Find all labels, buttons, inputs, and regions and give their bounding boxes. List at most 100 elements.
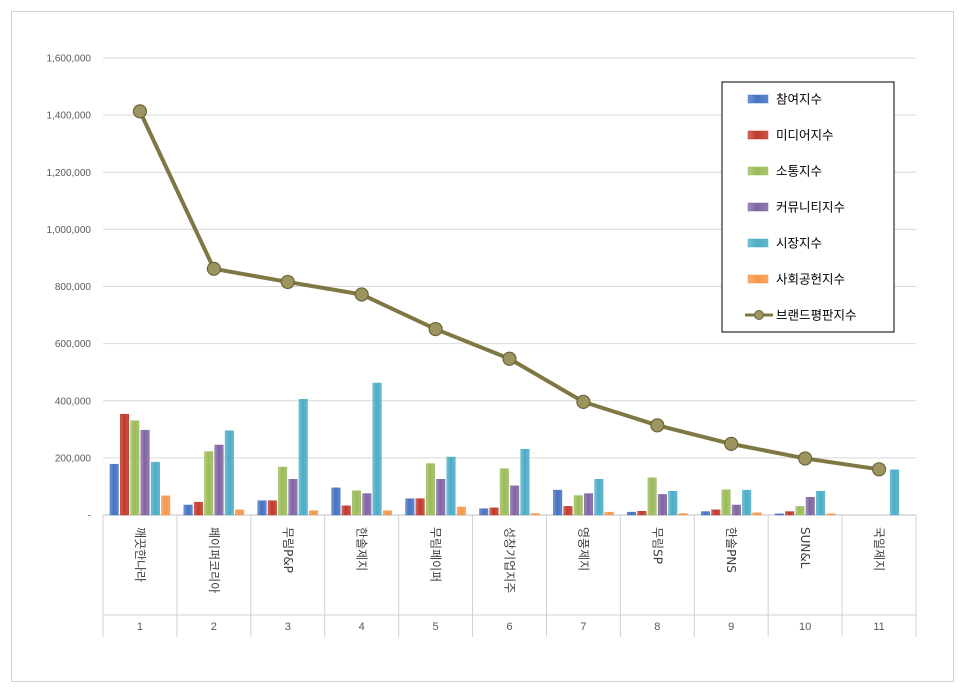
bar-1 <box>553 489 563 516</box>
y-tick-label: 800,000 <box>55 282 92 293</box>
bar-4 <box>288 479 298 516</box>
y-tick-label: - <box>88 511 91 522</box>
rank-label: 6 <box>506 621 512 633</box>
bar-2 <box>637 511 647 516</box>
bar-4 <box>731 504 741 516</box>
bar-3 <box>204 451 214 516</box>
bar-6 <box>678 513 688 516</box>
bar-4 <box>436 479 446 516</box>
bar-5 <box>816 491 826 516</box>
bar-5 <box>594 479 604 516</box>
bar-6 <box>309 510 319 516</box>
legend-label: 사회공헌지수 <box>776 272 845 287</box>
category-label: SUN&L <box>798 527 812 569</box>
line-marker <box>206 261 221 276</box>
bar-6 <box>382 510 392 516</box>
category-label: 성창기업지주 <box>503 527 517 593</box>
category-label: 무림페이퍼 <box>429 527 443 582</box>
bar-2 <box>267 500 277 516</box>
bar-4 <box>362 493 372 516</box>
line-marker <box>798 451 813 466</box>
bar-1 <box>109 463 119 516</box>
bar-3 <box>573 495 583 516</box>
bar-6 <box>752 512 762 516</box>
legend-label: 커뮤니티지수 <box>776 200 845 215</box>
category-label: 한솔제지 <box>355 527 369 571</box>
category-axis: 깨끗한나라 1 페이퍼코리아 2 무림P&P 3 한솔제지 4 무림페이퍼 5 성창기업지주 6 영풍제… <box>102 514 917 637</box>
bar-5 <box>298 399 308 516</box>
rank-label: 4 <box>359 621 365 633</box>
bar-6 <box>235 509 245 516</box>
bar-5 <box>446 456 456 516</box>
bar-6 <box>530 513 540 516</box>
line-series <box>132 104 887 477</box>
category-label: 페이퍼코리아 <box>207 527 221 593</box>
bar-5 <box>224 430 234 516</box>
bar-1 <box>700 511 710 516</box>
rank-label: 1 <box>137 621 143 633</box>
category-label: 무림P&P <box>281 527 295 573</box>
line-marker <box>576 394 591 409</box>
bar-2 <box>489 507 499 516</box>
legend-marker <box>754 310 764 320</box>
rank-label: 7 <box>580 621 586 633</box>
legend-label: 소통지수 <box>776 164 822 179</box>
bar-5 <box>889 469 899 516</box>
bar-2 <box>120 413 130 516</box>
rank-label: 5 <box>433 621 439 633</box>
bar-3 <box>795 506 805 516</box>
category-label: 영풍제지 <box>576 527 590 571</box>
line-marker <box>428 321 443 337</box>
bar-3 <box>278 466 288 516</box>
rank-label: 3 <box>285 621 291 633</box>
bars <box>109 382 899 516</box>
line-marker <box>354 287 369 302</box>
bar-2 <box>415 498 425 516</box>
bar-4 <box>657 494 667 516</box>
y-tick-label: 1,200,000 <box>47 168 92 179</box>
bar-5 <box>668 491 678 516</box>
legend-label: 시장지수 <box>776 236 822 251</box>
bar-1 <box>405 498 415 516</box>
bar-6 <box>161 495 171 516</box>
line-marker <box>650 418 665 433</box>
bar-3 <box>352 490 362 516</box>
bar-6 <box>456 506 466 516</box>
bar-5 <box>520 449 530 516</box>
y-axis: - 200,000 400,000 600,000 800,000 1,000,000 1,… <box>47 54 92 522</box>
y-tick-label: 1,400,000 <box>47 111 92 122</box>
bar-3 <box>499 468 509 516</box>
bar-5 <box>742 489 752 516</box>
bar-1 <box>183 504 193 516</box>
legend-swatch <box>747 166 769 176</box>
line-marker <box>871 462 887 477</box>
rank-label: 2 <box>211 621 217 633</box>
bar-3 <box>721 489 731 516</box>
bar-4 <box>805 497 815 516</box>
rank-label: 10 <box>799 621 811 633</box>
bar-3 <box>425 463 435 516</box>
bar-6 <box>604 511 614 516</box>
rank-label: 8 <box>654 621 660 633</box>
y-tick-label: 600,000 <box>55 339 92 350</box>
bar-4 <box>510 485 520 516</box>
bar-2 <box>563 506 573 516</box>
category-label: 무림SP <box>650 527 664 564</box>
category-label: 국일제지 <box>872 527 886 571</box>
category-label: 깨끗한나라 <box>133 527 147 582</box>
bar-2 <box>711 509 721 516</box>
legend-swatch <box>747 274 769 284</box>
bar-3 <box>647 477 657 516</box>
bar-2 <box>785 511 795 516</box>
legend-swatch <box>747 202 769 212</box>
bar-2 <box>341 505 351 516</box>
bar-4 <box>214 444 224 516</box>
y-tick-label: 1,600,000 <box>47 54 92 65</box>
line-marker <box>280 274 295 290</box>
bar-5 <box>372 382 382 516</box>
category-label: 한솔PNS <box>724 527 738 573</box>
line-marker <box>502 351 517 366</box>
line-marker <box>724 436 739 451</box>
